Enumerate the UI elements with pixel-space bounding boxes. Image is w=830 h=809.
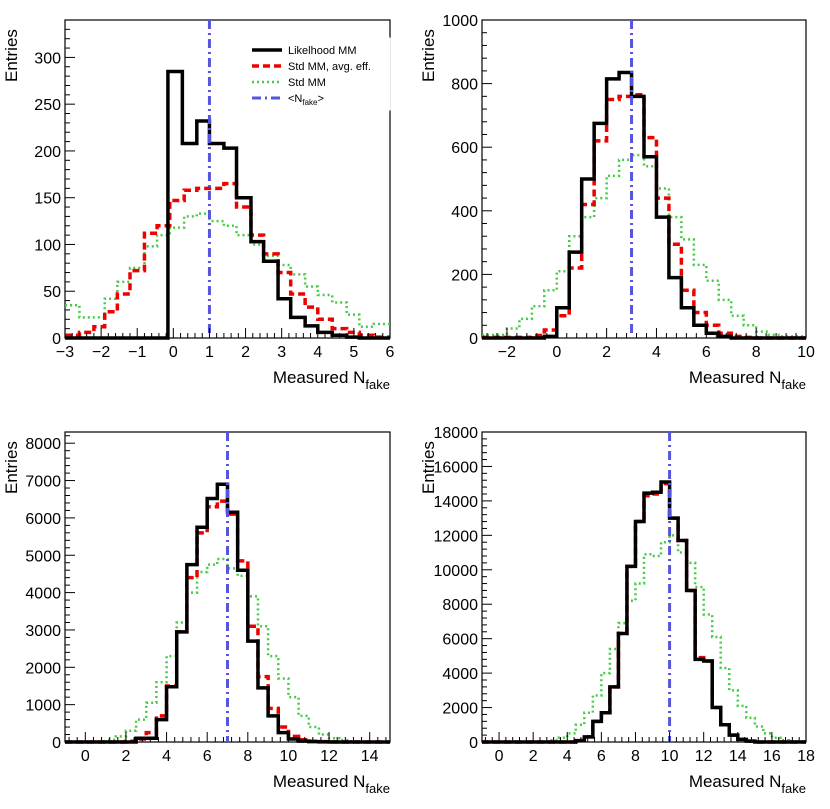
x-tick-label: 2 (241, 344, 250, 361)
x-tick-label: 10 (661, 748, 679, 765)
y-tick-label: 50 (43, 284, 61, 301)
y-tick-label: 0 (52, 331, 61, 348)
x-tick-label: 12 (695, 748, 713, 765)
x-tick-label: 0 (495, 748, 504, 765)
y-tick-label: 0 (52, 735, 61, 752)
x-axis-title: Measured Nfake (273, 368, 390, 392)
panel-3: 0 2 4 6 8 10 12 14 0 1000 2000 3000 4000 5000 6000 7000… (2, 431, 391, 796)
x-tick-label: 10 (797, 344, 815, 361)
y-tick-label: 600 (451, 140, 478, 157)
series-std-line (482, 153, 806, 338)
y-tick-label: 4000 (25, 586, 61, 603)
x-tick-label: 14 (729, 748, 747, 765)
legend: Likelhood MM Std MM, avg. eff. Std MM <Nfak… (245, 37, 391, 111)
x-tick-label: 6 (386, 344, 395, 361)
legend-label-std-avg: Std MM, avg. eff. (288, 61, 371, 73)
x-tick-label: 5 (349, 344, 358, 361)
x-tick-label: 3 (277, 344, 286, 361)
x-tick-label: −2 (92, 344, 110, 361)
y-tick-label: 2000 (442, 701, 478, 718)
plot-frame (481, 19, 807, 339)
x-tick-label: 4 (563, 748, 572, 765)
x-tick-label: 4 (652, 344, 661, 361)
x-tick-label: −3 (56, 344, 74, 361)
x-tick-label: 0 (81, 748, 90, 765)
x-tick-label: 6 (702, 344, 711, 361)
x-tick-label: 8 (631, 748, 640, 765)
x-tick-label: 6 (597, 748, 606, 765)
y-tick-label: 10000 (434, 563, 479, 580)
y-tick-label: 8000 (25, 436, 61, 453)
x-tick-label: 16 (763, 748, 781, 765)
y-tick-label: 0 (469, 735, 478, 752)
series-likelihood-line (65, 482, 390, 744)
x-tick-label: −2 (498, 344, 516, 361)
x-tick-label: 4 (313, 344, 322, 361)
x-tick-label: 6 (203, 748, 212, 765)
series-likelihood-line (482, 480, 806, 744)
plot-frame (481, 431, 807, 743)
y-tick-label: 5000 (25, 548, 61, 565)
x-tick-label: −1 (128, 344, 146, 361)
y-tick-label: 14000 (434, 494, 479, 511)
x-tick-label: 0 (169, 344, 178, 361)
y-tick-label: 300 (34, 50, 61, 67)
series-std-line (65, 212, 390, 329)
y-tick-label: 7000 (25, 474, 61, 491)
y-tick-label: 100 (34, 237, 61, 254)
x-tick-label: 12 (320, 748, 338, 765)
series-likelihood-line (65, 69, 390, 340)
series-std-line (482, 534, 806, 744)
y-tick-label: 800 (451, 77, 478, 94)
series-std-avg-line (482, 92, 806, 340)
x-tick-label: 1 (205, 344, 214, 361)
y-axis-title: Entries (419, 29, 438, 82)
y-tick-label: 1000 (442, 13, 478, 30)
legend-label-nfake: <Nfake> (288, 93, 324, 107)
series-std-avg-line (65, 499, 390, 744)
x-tick-label: 2 (602, 344, 611, 361)
panel-4: 0 2 4 6 8 10 12 14 16 18 0 2000 4000 6000 8000 10000 120… (419, 425, 815, 796)
y-tick-label: 1000 (25, 698, 61, 715)
y-axis-title: Entries (419, 441, 438, 494)
y-tick-label: 150 (34, 191, 61, 208)
y-tick-label: 400 (451, 204, 478, 221)
y-tick-label: 4000 (442, 666, 478, 683)
series-std-avg-line (65, 181, 390, 339)
x-axis-title: Measured Nfake (689, 772, 806, 796)
x-tick-label: 18 (797, 748, 815, 765)
y-tick-label: 3000 (25, 623, 61, 640)
y-tick-label: 6000 (25, 511, 61, 528)
y-tick-label: 200 (451, 267, 478, 284)
y-tick-label: 6000 (442, 632, 478, 649)
y-tick-label: 2000 (25, 660, 61, 677)
x-tick-label: 4 (162, 748, 171, 765)
x-tick-label: 8 (243, 748, 252, 765)
y-tick-label: 18000 (434, 425, 479, 442)
legend-label-likelihood: Likelhood MM (288, 45, 356, 57)
panel-1: −3 −2 −1 0 1 2 3 4 5 6 0 50 100 150 200 250 300 Entries Me… (2, 19, 395, 392)
x-tick-label: 0 (552, 344, 561, 361)
x-tick-label: 2 (121, 748, 130, 765)
y-tick-label: 200 (34, 144, 61, 161)
y-tick-label: 250 (34, 97, 61, 114)
y-tick-label: 0 (469, 331, 478, 348)
x-axis-title: Measured Nfake (273, 772, 390, 796)
x-tick-label: 2 (529, 748, 538, 765)
y-axis-title: Entries (2, 29, 21, 82)
y-tick-label: 8000 (442, 597, 478, 614)
y-tick-label: 16000 (434, 459, 479, 476)
x-tick-label: 14 (361, 748, 379, 765)
x-axis-title: Measured Nfake (689, 368, 806, 392)
x-tick-label: 10 (280, 748, 298, 765)
series-std-line (65, 557, 390, 744)
x-tick-label: 8 (752, 344, 761, 361)
y-tick-label: 12000 (434, 528, 479, 545)
series-likelihood-line (482, 70, 806, 340)
y-axis-title: Entries (2, 441, 21, 494)
legend-label-std: Std MM (288, 77, 326, 89)
